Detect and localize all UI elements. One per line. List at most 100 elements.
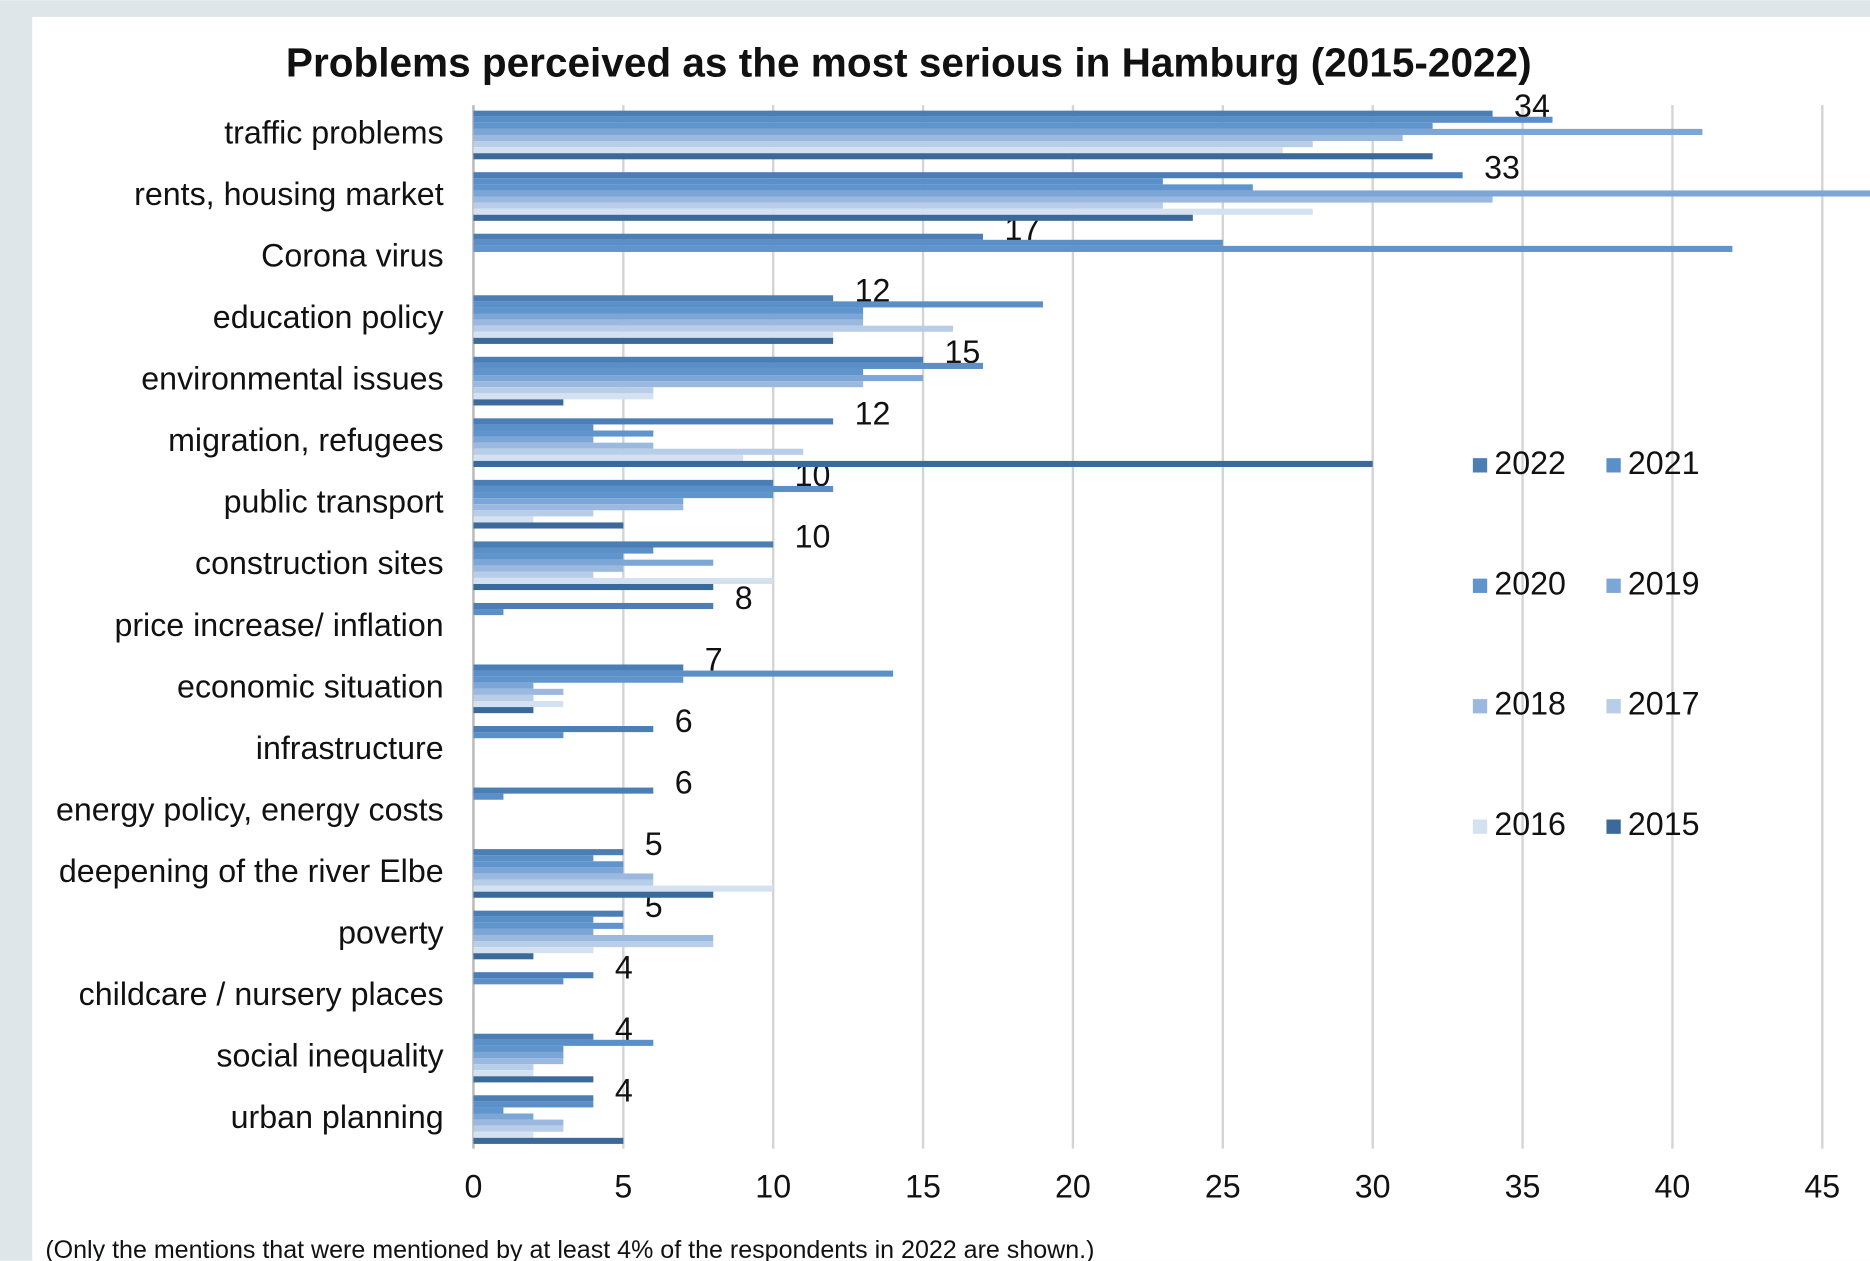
bar — [473, 122, 1433, 129]
y-tick-label: energy policy, energy costs — [56, 791, 444, 827]
bar — [473, 295, 834, 302]
bar — [473, 147, 1283, 154]
y-tick-label: education policy — [213, 299, 445, 335]
value-label: 7 — [705, 642, 723, 678]
y-tick-label: poverty — [338, 914, 444, 950]
legend-swatch — [1606, 819, 1621, 834]
bar — [473, 460, 1373, 467]
value-label: 10 — [795, 519, 831, 555]
bar — [473, 454, 744, 461]
bar — [473, 1119, 564, 1126]
bar — [473, 559, 714, 566]
bar — [473, 387, 654, 394]
bar — [473, 676, 684, 683]
bar — [473, 1058, 564, 1065]
legend-swatch — [1606, 699, 1621, 714]
y-tick-label: social inequality — [216, 1038, 444, 1074]
bar — [473, 577, 774, 584]
bar — [473, 916, 594, 923]
x-tick-label: 45 — [1804, 1169, 1840, 1205]
legend-label: 2020 — [1494, 565, 1566, 601]
y-tick-label: price increase/ inflation — [114, 607, 443, 643]
bar — [473, 941, 714, 948]
bar — [473, 609, 504, 616]
bar — [473, 504, 684, 511]
bar — [473, 879, 654, 886]
bar — [473, 196, 1493, 203]
bar — [473, 547, 654, 554]
bar — [473, 583, 714, 591]
bar — [473, 307, 864, 314]
legend-swatch — [1472, 699, 1488, 714]
y-tick-label: environmental issues — [141, 361, 443, 397]
bar — [473, 1033, 594, 1040]
y-tick-label: deepening of the river Elbe — [59, 853, 444, 889]
legend-swatch — [1606, 458, 1621, 473]
bar — [473, 208, 1313, 215]
bar — [473, 214, 1193, 221]
bar — [473, 700, 564, 708]
bar — [473, 362, 984, 369]
bar — [473, 1107, 504, 1114]
legend-label: 2015 — [1628, 806, 1700, 842]
footnote: (Only the mentions that were mentioned b… — [45, 1236, 1094, 1261]
bar — [473, 184, 1253, 191]
y-tick-label: traffic problems — [224, 114, 443, 150]
bar — [473, 153, 1433, 160]
bar — [473, 1045, 564, 1052]
bar — [473, 1076, 594, 1083]
bar — [473, 522, 624, 529]
bar — [473, 485, 834, 493]
bar — [473, 793, 504, 800]
legend-label: 2017 — [1628, 686, 1700, 722]
bar — [473, 934, 714, 942]
bar — [473, 418, 834, 425]
bar — [473, 602, 714, 610]
value-label: 6 — [675, 703, 693, 739]
legend-label: 2019 — [1628, 565, 1700, 601]
bar — [473, 670, 894, 677]
bar — [473, 233, 984, 240]
bar — [473, 381, 864, 388]
bar — [473, 190, 1870, 197]
x-tick-label: 35 — [1505, 1169, 1541, 1205]
bar — [473, 694, 534, 701]
bar — [473, 707, 534, 714]
bar — [473, 202, 1163, 209]
bar — [473, 910, 624, 917]
bar — [473, 861, 624, 868]
bar — [473, 571, 594, 578]
x-tick-label: 20 — [1055, 1169, 1091, 1205]
bar — [473, 141, 1313, 148]
y-tick-label: migration, refugees — [168, 422, 444, 458]
bar — [473, 1070, 534, 1077]
bar — [473, 1137, 624, 1144]
bar — [473, 301, 1043, 308]
y-tick-label: public transport — [224, 484, 444, 520]
bar — [473, 356, 924, 363]
x-tick-label: 40 — [1655, 1169, 1691, 1205]
bar — [473, 172, 1463, 179]
panel — [32, 16, 1870, 1261]
legend-swatch — [1472, 458, 1488, 473]
bar — [473, 947, 594, 954]
bar — [473, 873, 654, 880]
legend-swatch — [1472, 819, 1488, 834]
y-tick-label: Corona virus — [261, 238, 443, 274]
bar — [473, 1101, 594, 1108]
y-tick-label: economic situation — [177, 668, 444, 704]
bar — [473, 245, 1733, 252]
bar — [473, 1051, 564, 1059]
bar — [473, 448, 804, 455]
value-label: 6 — [675, 765, 693, 801]
bar — [473, 510, 594, 517]
bar — [473, 972, 594, 979]
bar — [473, 1125, 564, 1132]
chart-title: Problems perceived as the most serious i… — [286, 40, 1532, 86]
bar — [473, 399, 564, 406]
bar — [473, 110, 1493, 117]
bar — [473, 442, 654, 449]
x-tick-label: 10 — [755, 1169, 791, 1205]
bar — [473, 922, 624, 929]
